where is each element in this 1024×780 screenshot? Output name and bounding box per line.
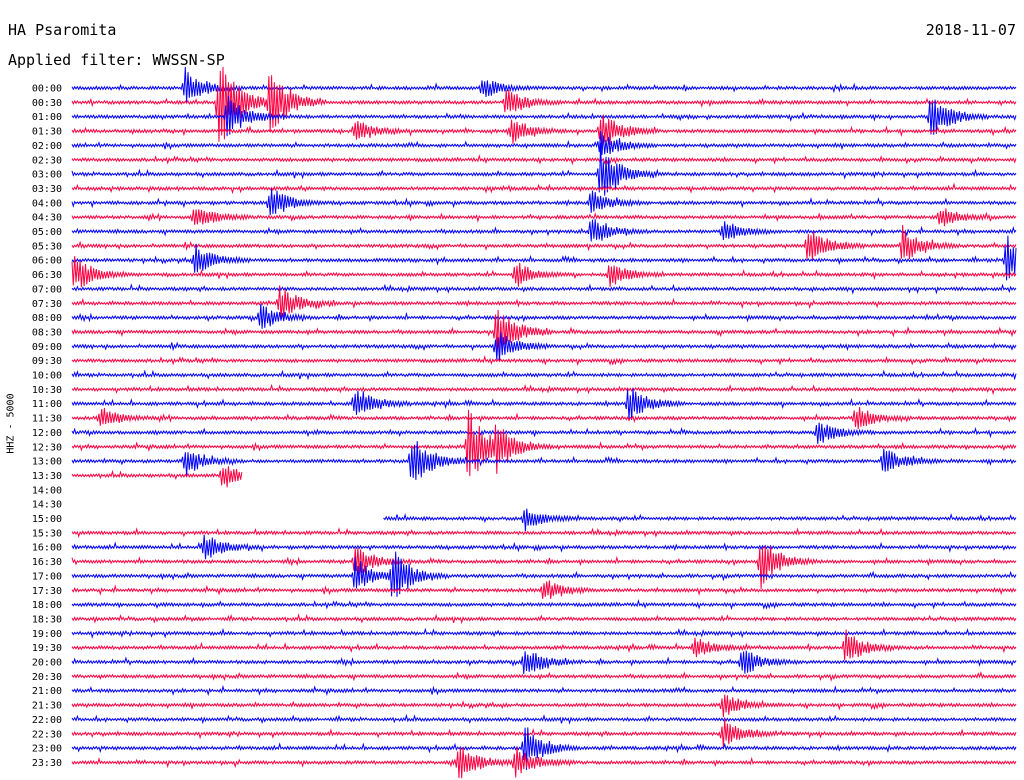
row-time-label: 01:30 bbox=[32, 127, 62, 138]
row-time-label: 11:30 bbox=[32, 414, 62, 425]
row-time-label: 07:00 bbox=[32, 284, 62, 295]
row-time-label: 03:00 bbox=[32, 170, 62, 181]
trace-line bbox=[71, 629, 1017, 661]
row-time-label: 14:30 bbox=[32, 500, 62, 511]
row-time-label: 19:30 bbox=[32, 643, 62, 654]
trace-line bbox=[71, 95, 1017, 137]
row-time-label: 04:00 bbox=[32, 198, 62, 209]
row-time-label: 04:30 bbox=[32, 213, 62, 224]
row-time-label: 05:00 bbox=[32, 227, 62, 238]
trace-line bbox=[71, 466, 243, 488]
row-time-label: 18:30 bbox=[32, 614, 62, 625]
row-time-label: 02:00 bbox=[32, 141, 62, 152]
row-time-label: 17:30 bbox=[32, 586, 62, 597]
row-time-label: 15:30 bbox=[32, 528, 62, 539]
station-title: HA Psaromita bbox=[8, 21, 117, 39]
trace-line bbox=[71, 713, 1017, 725]
trace-line bbox=[71, 727, 1017, 770]
trace-line bbox=[71, 546, 1017, 590]
row-time-label: 19:00 bbox=[32, 629, 62, 640]
trace-line bbox=[71, 441, 1017, 481]
trace-line bbox=[71, 650, 1017, 674]
row-time-label: 13:30 bbox=[32, 471, 62, 482]
trace-line bbox=[71, 671, 1017, 682]
trace-line bbox=[71, 182, 1017, 195]
row-time-label: 23:00 bbox=[32, 744, 62, 755]
row-time-label: 21:30 bbox=[32, 701, 62, 712]
row-time-label: 10:30 bbox=[32, 385, 62, 396]
trace-line bbox=[71, 684, 1017, 697]
row-time-label: 03:30 bbox=[32, 184, 62, 195]
trace-line bbox=[71, 219, 1017, 242]
trace-line bbox=[71, 235, 1017, 281]
trace-line bbox=[71, 613, 1017, 625]
trace-line bbox=[71, 285, 1017, 321]
trace-line bbox=[71, 208, 1017, 227]
trace-line bbox=[71, 580, 1017, 599]
row-time-label: 15:00 bbox=[32, 514, 62, 525]
row-time-label: 09:30 bbox=[32, 356, 62, 367]
row-time-label: 13:00 bbox=[32, 457, 62, 468]
trace-line bbox=[71, 409, 1017, 477]
row-time-label: 18:00 bbox=[32, 600, 62, 611]
row-time-label: 17:00 bbox=[32, 571, 62, 582]
trace-line bbox=[71, 551, 1017, 597]
trace-line bbox=[71, 188, 1017, 216]
row-time-label: 05:30 bbox=[32, 241, 62, 252]
trace-line bbox=[71, 332, 1017, 362]
trace-line bbox=[71, 224, 1017, 261]
trace-line bbox=[71, 527, 1017, 538]
trace-line bbox=[71, 355, 1017, 367]
trace-line bbox=[71, 66, 1017, 142]
filter-label: Applied filter: WWSSN-SP bbox=[8, 51, 225, 69]
trace-line bbox=[71, 694, 1017, 718]
trace-line bbox=[71, 66, 1017, 103]
row-time-label: 12:30 bbox=[32, 442, 62, 453]
trace-line bbox=[71, 627, 1017, 639]
row-time-label: 00:00 bbox=[32, 84, 62, 95]
row-time-label: 16:30 bbox=[32, 557, 62, 568]
trace-line bbox=[71, 534, 1017, 560]
row-time-label: 07:30 bbox=[32, 299, 62, 310]
row-time-label: 20:30 bbox=[32, 672, 62, 683]
date-label: 2018-11-07 bbox=[925, 21, 1016, 39]
row-time-label: 08:30 bbox=[32, 327, 62, 338]
row-time-label: 06:00 bbox=[32, 256, 62, 267]
trace-line bbox=[71, 142, 1017, 196]
trace-line bbox=[71, 303, 1017, 329]
row-time-label: 02:30 bbox=[32, 155, 62, 166]
trace-line bbox=[71, 383, 1017, 396]
row-time-label: 23:30 bbox=[32, 758, 62, 769]
row-time-label: 00:30 bbox=[32, 98, 62, 109]
trace-line bbox=[71, 718, 1017, 748]
trace-line bbox=[71, 369, 1017, 381]
row-time-label: 10:00 bbox=[32, 371, 62, 382]
row-time-label: 01:00 bbox=[32, 112, 62, 123]
row-time-label: 11:00 bbox=[32, 399, 62, 410]
trace-line bbox=[71, 309, 1017, 357]
trace-line bbox=[71, 114, 1017, 147]
trace-line bbox=[71, 154, 1017, 166]
row-time-label: 08:00 bbox=[32, 313, 62, 324]
trace-line bbox=[71, 747, 1017, 779]
trace-line bbox=[71, 406, 1017, 429]
row-time-label: 12:00 bbox=[32, 428, 62, 439]
trace-line bbox=[71, 130, 1017, 155]
row-time-label: 20:00 bbox=[32, 658, 62, 669]
trace-line bbox=[383, 508, 1017, 532]
row-time-label: 22:30 bbox=[32, 729, 62, 740]
row-time-label: 14:00 bbox=[32, 485, 62, 496]
trace-line bbox=[71, 422, 1017, 444]
row-time-label: 06:30 bbox=[32, 270, 62, 281]
trace-line bbox=[71, 598, 1017, 610]
row-time-label: 16:00 bbox=[32, 543, 62, 554]
trace-line bbox=[71, 256, 1017, 288]
row-time-label: 22:00 bbox=[32, 715, 62, 726]
row-time-label: 21:00 bbox=[32, 686, 62, 697]
row-time-label: 09:00 bbox=[32, 342, 62, 353]
trace-line bbox=[71, 388, 1017, 421]
trace-line bbox=[71, 283, 1017, 295]
